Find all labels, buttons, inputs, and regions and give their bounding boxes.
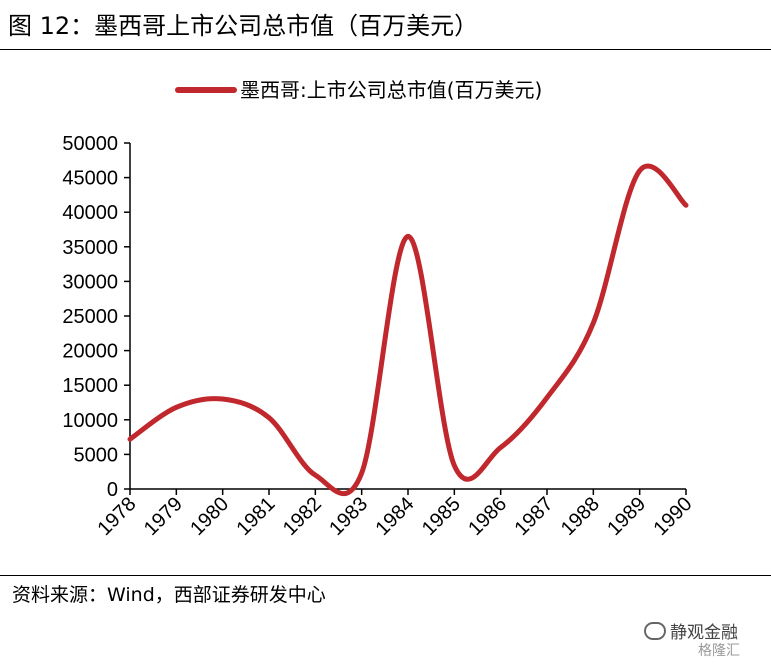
wechat-icon	[644, 622, 666, 640]
y-tick-label: 40000	[62, 202, 118, 224]
y-tick-label: 30000	[62, 271, 118, 293]
x-tick-label: 1990	[650, 493, 697, 540]
x-tick-label: 1988	[557, 493, 604, 540]
series-layer	[127, 163, 689, 497]
line-chart: 墨西哥:上市公司总市值(百万美元) 0 5000 10000 15000 20000 25…	[62, 78, 697, 540]
data-point	[128, 437, 133, 442]
x-tick-label: 1989	[603, 493, 650, 540]
data-point	[637, 168, 642, 173]
y-tick-label: 15000	[62, 375, 118, 397]
source-note: 资料来源：Wind，西部证券研发中心	[12, 584, 326, 606]
x-tick-label: 1981	[233, 493, 280, 540]
data-point	[313, 473, 318, 478]
y-tick-label: 50000	[62, 133, 118, 155]
data-point	[359, 471, 364, 476]
x-axis: 1978 1979 1980 1981 1982 1983 1984 1985 1986 1987…	[94, 488, 697, 540]
bottom-rule	[0, 575, 771, 576]
y-tick-label: 35000	[62, 237, 118, 259]
data-point	[406, 234, 411, 239]
y-tick-label: 10000	[62, 410, 118, 432]
data-point	[545, 395, 550, 400]
y-tick-label: 45000	[62, 168, 118, 190]
y-tick-label: 0	[107, 479, 118, 501]
x-tick-label: 1978	[94, 493, 141, 540]
top-rule	[0, 49, 771, 50]
data-point	[267, 415, 272, 420]
watermark: 静观金融	[644, 618, 738, 643]
x-tick-label: 1979	[140, 493, 187, 540]
data-point	[174, 405, 179, 410]
figure-title: 图 12：墨西哥上市公司总市值（百万美元）	[8, 12, 479, 40]
x-tick-label: 1985	[418, 493, 465, 540]
y-tick-label: 5000	[74, 444, 119, 466]
data-point	[684, 203, 689, 208]
data-point	[498, 445, 503, 450]
y-tick-label: 25000	[62, 306, 118, 328]
x-tick-label: 1987	[511, 493, 558, 540]
x-tick-label: 1982	[279, 493, 326, 540]
y-tick-label: 20000	[62, 341, 118, 363]
data-point	[220, 397, 225, 402]
data-point	[452, 463, 457, 468]
x-tick-label: 1980	[186, 493, 233, 540]
x-tick-label: 1983	[325, 493, 372, 540]
legend-label: 墨西哥:上市公司总市值(百万美元)	[240, 78, 542, 102]
watermark-sub: 格隆汇	[698, 643, 740, 659]
watermark-text: 静观金融	[670, 623, 738, 643]
x-tick-label: 1984	[372, 493, 419, 540]
data-point	[591, 320, 596, 325]
y-axis: 0 5000 10000 15000 20000 25000 30000 35000 40000…	[62, 133, 131, 501]
series-line-0	[127, 163, 689, 497]
x-tick-label: 1986	[464, 493, 511, 540]
legend: 墨西哥:上市公司总市值(百万美元)	[175, 78, 542, 102]
